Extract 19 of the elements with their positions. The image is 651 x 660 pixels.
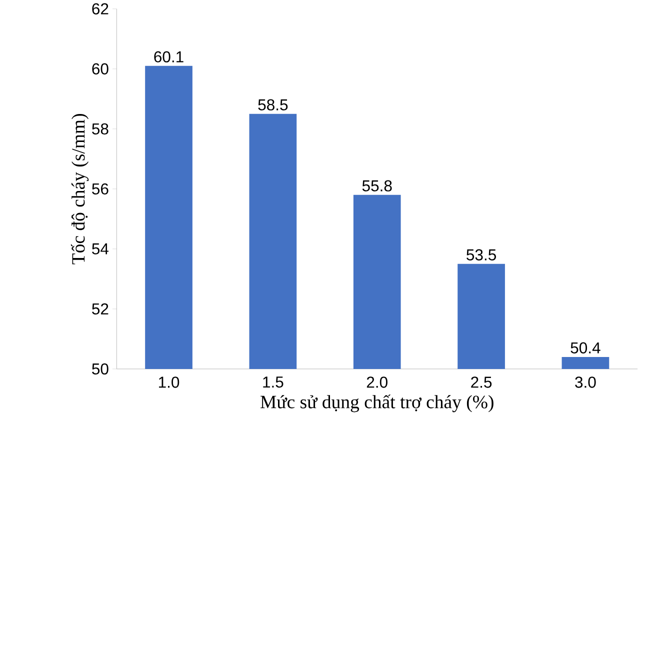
y-tick-label: 62 — [92, 3, 108, 14]
data-label: 55.8 — [362, 180, 392, 192]
y-tick-label: 54 — [92, 243, 108, 254]
y-tick-label: 60 — [92, 63, 108, 74]
y-axis-title: Tốc độ cháy (s/mm) — [70, 114, 89, 264]
y-tick-label: 58 — [92, 123, 108, 134]
data-label: 53.5 — [466, 249, 496, 260]
data-label: 50.4 — [570, 342, 600, 354]
x-tick-label: 3.0 — [575, 376, 596, 388]
y-tick-label: 52 — [92, 303, 108, 315]
x-tick-label: 1.5 — [263, 376, 284, 388]
x-axis-title: Mức sử dụng chất trợ cháy (%) — [260, 394, 494, 412]
x-tick-label: 2.0 — [366, 376, 388, 388]
x-tick-label: 2.5 — [471, 376, 492, 388]
data-label: 60.1 — [154, 51, 184, 62]
y-tick-label: 56 — [92, 183, 108, 194]
y-tick-label: 50 — [92, 363, 108, 375]
x-tick-label: 1.0 — [158, 376, 180, 388]
data-label: 58.5 — [258, 99, 288, 110]
